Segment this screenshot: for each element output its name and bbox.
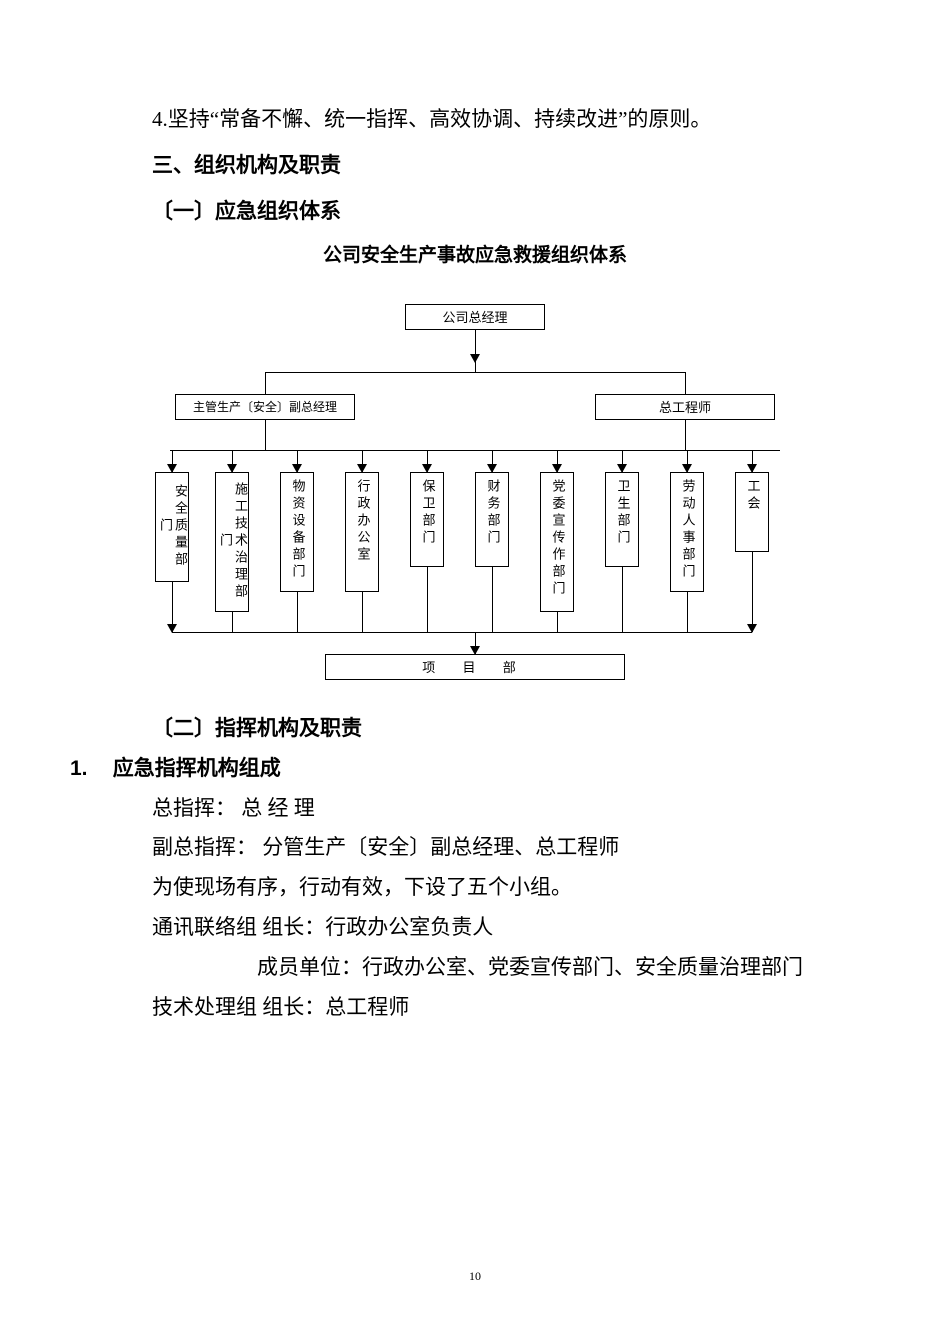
section-number: 1.	[70, 757, 88, 780]
dept-9-label: 工会	[745, 479, 760, 513]
dept-5-label: 财务部门	[485, 479, 500, 547]
line-tech-group: 技术处理组 组长：总工程师	[152, 988, 840, 1028]
node-project-label: 项 目 部	[422, 657, 528, 676]
line-comm-group: 通讯联络组 组长：行政办公室负责人	[152, 908, 840, 948]
dept-3: 行政办公室	[345, 472, 379, 592]
line-commander: 总指挥： 总 经 理	[152, 789, 840, 829]
node-vp-label: 主管生产〔安全〕副总经理	[193, 398, 337, 415]
line-comm-members: 成员单位：行政办公室、党委宣传部门、安全质量治理部门	[257, 948, 840, 988]
section-title: 应急指挥机构组成	[113, 757, 281, 780]
heading-3-1: 〔一〕应急组织体系	[110, 192, 840, 232]
dept-7-label: 卫生部门	[615, 479, 630, 547]
dept-1: 施工技术治理部门	[215, 472, 249, 612]
line-vice-commander: 副总指挥： 分管生产〔安全〕副总经理、总工程师	[152, 828, 840, 868]
dept-4-label: 保卫部门	[420, 479, 435, 547]
node-gm: 公司总经理	[405, 304, 545, 330]
dept-6: 党委宣传作部门	[540, 472, 574, 612]
node-vp: 主管生产〔安全〕副总经理	[175, 394, 355, 420]
node-gm-label: 公司总经理	[442, 307, 507, 326]
dept-6-label: 党委宣传作部门	[550, 479, 565, 598]
dept-8: 劳动人事部门	[670, 472, 704, 592]
dept-7: 卫生部门	[605, 472, 639, 567]
dept-8-label: 劳动人事部门	[680, 479, 695, 581]
dept-5: 财务部门	[475, 472, 509, 567]
line-groups-intro: 为使现场有序，行动有效，下设了五个小组。	[152, 868, 840, 908]
dept-2: 物资设备部门	[280, 472, 314, 592]
dept-0: 安全质量部门	[155, 472, 189, 582]
heading-3-2: 〔二〕指挥机构及职责	[110, 709, 840, 749]
chart-title: 公司安全生产事故应急救援组织体系	[110, 238, 840, 274]
dept-3-label: 行政办公室	[355, 479, 370, 564]
dept-4: 保卫部门	[410, 472, 444, 567]
heading-3: 三、组织机构及职责	[110, 146, 840, 186]
node-chief-eng-label: 总工程师	[659, 397, 711, 416]
dept-0-label: 安全质量部门	[157, 479, 187, 575]
org-chart: 公司总经理 主管生产〔安全〕副总经理 总工程师 安全质量部门 施工技术治理部门 …	[145, 294, 805, 694]
paragraph-principle: 4.坚持“常备不懈、统一指挥、高效协调、持续改进”的原则。	[152, 100, 840, 140]
section-1: 1. 应急指挥机构组成	[70, 749, 840, 789]
dept-9: 工会	[735, 472, 769, 552]
page-number: 10	[0, 1269, 950, 1284]
dept-2-label: 物资设备部门	[290, 479, 305, 581]
node-project: 项 目 部	[325, 654, 625, 680]
node-chief-eng: 总工程师	[595, 394, 775, 420]
dept-1-label: 施工技术治理部门	[217, 479, 247, 605]
